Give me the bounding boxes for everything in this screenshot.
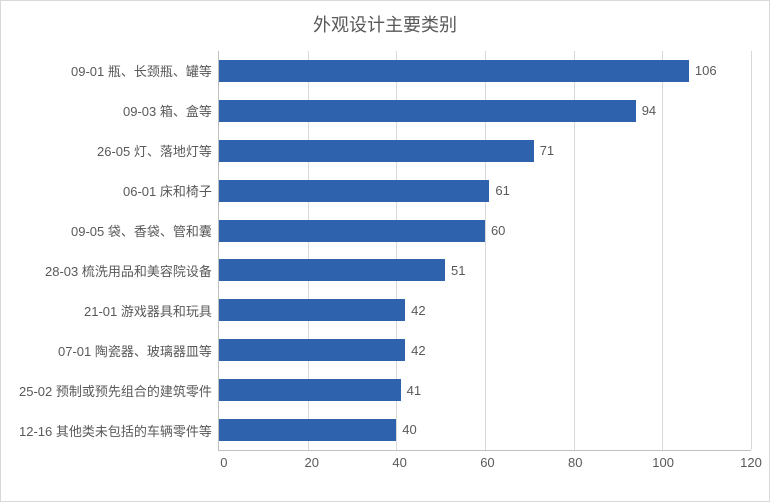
bar-value-label: 40	[402, 422, 416, 437]
bar-value-label: 42	[411, 343, 425, 358]
x-axis-ticks: 020406080100120	[224, 455, 751, 473]
x-axis-tick: 60	[480, 455, 494, 470]
bar-row: 106	[219, 60, 751, 82]
bars: 106 94 71 61 60 51 42 42 41 40	[219, 51, 751, 450]
bar	[219, 100, 636, 122]
bar-value-label: 60	[491, 223, 505, 238]
bar	[219, 299, 405, 321]
y-axis-label: 09-01 瓶、长颈瓶、罐等	[19, 65, 212, 78]
y-axis-label: 09-03 箱、盒等	[19, 105, 212, 118]
x-axis-tick: 20	[304, 455, 318, 470]
bar-value-label: 51	[451, 263, 465, 278]
bar	[219, 60, 689, 82]
bar-value-label: 41	[407, 383, 421, 398]
bar-row: 71	[219, 140, 751, 162]
x-axis-tick: 80	[568, 455, 582, 470]
bar-row: 42	[219, 339, 751, 361]
chart-title: 外观设计主要类别	[19, 11, 751, 37]
bar-value-label: 42	[411, 303, 425, 318]
chart-body: 09-01 瓶、长颈瓶、罐等 09-03 箱、盒等 26-05 灯、落地灯等 06-0…	[19, 51, 751, 451]
bar-row: 94	[219, 100, 751, 122]
y-axis-label: 28-03 梳洗用品和美容院设备	[19, 265, 212, 278]
x-axis: 020406080100120	[19, 455, 751, 473]
bar	[219, 339, 405, 361]
y-axis-label: 21-01 游戏器具和玩具	[19, 305, 212, 318]
plot-area: 106 94 71 61 60 51 42 42 41 40	[218, 51, 751, 451]
bar	[219, 140, 534, 162]
x-axis-tick: 0	[220, 455, 227, 470]
bar-row: 40	[219, 419, 751, 441]
y-axis-label: 12-16 其他类未包括的车辆零件等	[19, 425, 212, 438]
y-axis-label: 06-01 床和椅子	[19, 185, 212, 198]
x-axis-tick: 120	[740, 455, 762, 470]
y-axis-label: 07-01 陶瓷器、玻璃器皿等	[19, 345, 212, 358]
gridline	[751, 51, 752, 450]
bar-row: 41	[219, 379, 751, 401]
bar-row: 61	[219, 180, 751, 202]
bar-row: 42	[219, 299, 751, 321]
y-axis-labels: 09-01 瓶、长颈瓶、罐等 09-03 箱、盒等 26-05 灯、落地灯等 06-0…	[19, 51, 218, 451]
bar-value-label: 71	[540, 143, 554, 158]
y-axis-label: 26-05 灯、落地灯等	[19, 145, 212, 158]
bar	[219, 220, 485, 242]
x-axis-tick: 40	[392, 455, 406, 470]
y-axis-label: 09-05 袋、香袋、管和囊	[19, 225, 212, 238]
bar-value-label: 106	[695, 63, 717, 78]
bar-value-label: 61	[495, 183, 509, 198]
bar	[219, 259, 445, 281]
bar	[219, 419, 396, 441]
bar-row: 51	[219, 259, 751, 281]
x-axis-spacer	[19, 455, 224, 473]
bar	[219, 180, 489, 202]
bar-value-label: 94	[642, 103, 656, 118]
chart-container: 外观设计主要类别 09-01 瓶、长颈瓶、罐等 09-03 箱、盒等 26-05 灯…	[0, 0, 770, 502]
y-axis-label: 25-02 预制或预先组合的建筑零件	[19, 385, 212, 398]
bar-row: 60	[219, 220, 751, 242]
bar	[219, 379, 401, 401]
x-axis-tick: 100	[652, 455, 674, 470]
